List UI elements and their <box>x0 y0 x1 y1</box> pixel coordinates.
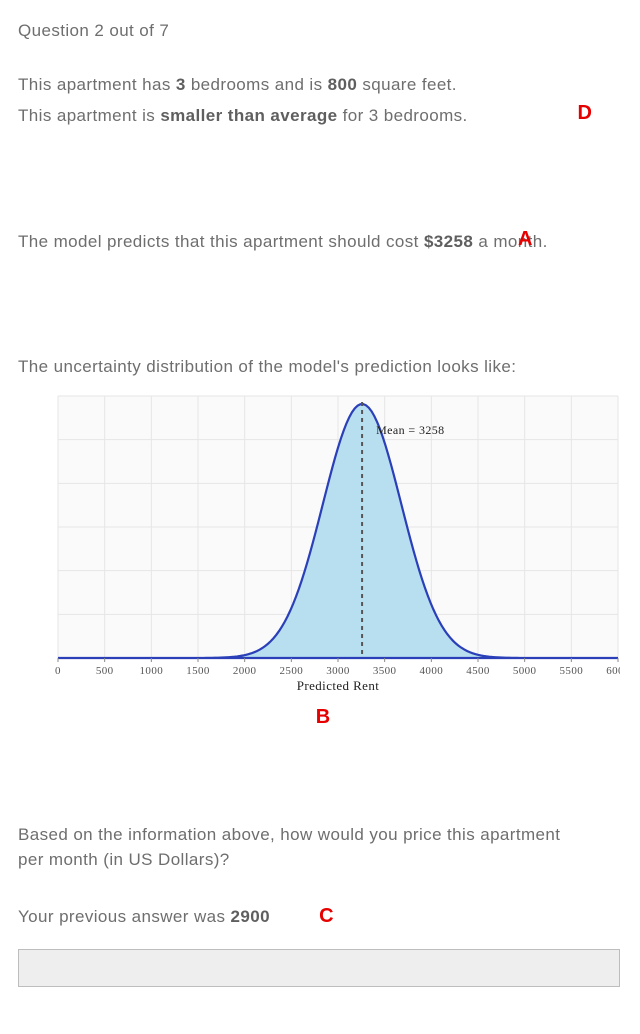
svg-text:0: 0 <box>55 665 61 677</box>
svg-text:1500: 1500 <box>186 665 210 677</box>
svg-text:2500: 2500 <box>280 665 304 677</box>
sqft-value: 800 <box>328 75 358 94</box>
prediction-amount: $3258 <box>424 232 473 251</box>
svg-text:2000: 2000 <box>233 665 257 677</box>
svg-text:Mean = 3258: Mean = 3258 <box>376 423 445 437</box>
previous-answer-value: 2900 <box>231 907 270 926</box>
svg-text:3000: 3000 <box>326 665 350 677</box>
svg-text:6000: 6000 <box>606 665 620 677</box>
svg-text:4000: 4000 <box>420 665 444 677</box>
chart-svg: Mean = 3258 0 500 1000 1500 2000 2500 3000 3500 4… <box>18 386 620 696</box>
svg-text:5000: 5000 <box>513 665 537 677</box>
text: This apartment is <box>18 106 160 125</box>
fact-size-comparison: This apartment is smaller than average f… <box>18 103 628 129</box>
text: This apartment has <box>18 75 176 94</box>
price-input[interactable] <box>18 949 620 987</box>
previous-answer: Your previous answer was 2900 C <box>18 901 628 931</box>
annotation-d: D <box>578 98 592 128</box>
annotation-b: B <box>18 702 628 732</box>
annotation-c: C <box>319 901 333 931</box>
distribution-chart: Mean = 3258 0 500 1000 1500 2000 2500 3000 3500 4… <box>18 386 628 696</box>
size-comparison-value: smaller than average <box>160 106 337 125</box>
question-text: Based on the information above, how woul… <box>18 822 628 873</box>
question-progress: Question 2 out of 7 <box>18 18 628 44</box>
text: bedrooms and is <box>186 75 328 94</box>
text: square feet. <box>357 75 457 94</box>
fact-bedrooms-sqft: This apartment has 3 bedrooms and is 800… <box>18 72 628 98</box>
svg-text:Predicted Rent: Predicted Rent <box>297 678 380 693</box>
text: for 3 bedrooms. <box>337 106 467 125</box>
text: The model predicts that this apartment s… <box>18 232 424 251</box>
bedrooms-value: 3 <box>176 75 186 94</box>
annotation-a: A <box>518 224 532 254</box>
svg-text:4500: 4500 <box>466 665 490 677</box>
text: Your previous answer was <box>18 907 231 926</box>
model-prediction: The model predicts that this apartment s… <box>18 229 628 255</box>
text: a month. <box>473 232 547 251</box>
svg-text:1000: 1000 <box>140 665 164 677</box>
svg-text:3500: 3500 <box>373 665 397 677</box>
svg-text:500: 500 <box>96 665 114 677</box>
distribution-intro: The uncertainty distribution of the mode… <box>18 354 628 380</box>
svg-text:5500: 5500 <box>560 665 584 677</box>
